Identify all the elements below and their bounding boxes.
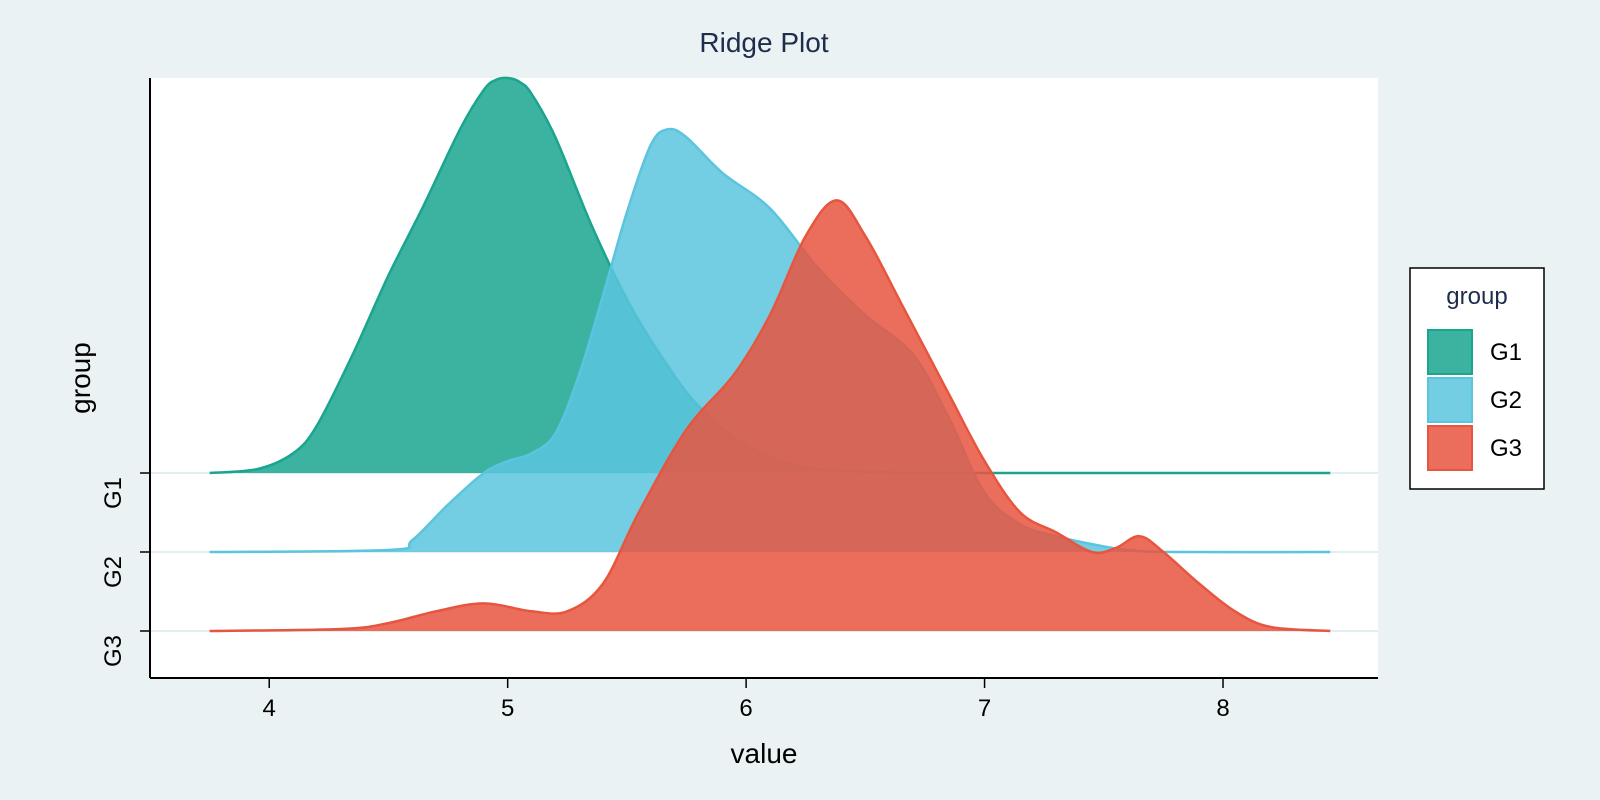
y-tick-label-g3: G3 [100, 635, 127, 667]
legend-label-g2: G2 [1490, 387, 1522, 414]
legend-items: G1 G2 G3 [1427, 329, 1522, 471]
legend: group G1 G2 G3 [1409, 267, 1545, 490]
legend-swatch-g1 [1427, 329, 1473, 375]
y-axis-ticks: G1 G2 G3 [100, 472, 150, 667]
legend-label-g1: G1 [1490, 339, 1522, 366]
x-axis-ticks: 4 5 6 7 8 [263, 678, 1230, 722]
x-tick-label: 7 [978, 695, 991, 722]
ridge-line-g3 [209, 199, 1331, 633]
x-tick-label: 8 [1216, 695, 1229, 722]
x-tick-label: 6 [739, 695, 752, 722]
ridge-area-g3 [209, 200, 1331, 631]
ridge-area-g1 [209, 77, 1331, 474]
legend-swatch-g3 [1427, 425, 1473, 471]
ridge-series [209, 76, 1331, 633]
x-tick-label: 4 [263, 695, 276, 722]
x-axis-label: value [731, 738, 798, 769]
legend-title: group [1446, 283, 1507, 310]
y-tick-label-g2: G2 [100, 556, 127, 588]
legend-label-g3: G3 [1490, 435, 1522, 462]
y-axis-label: group [65, 342, 96, 414]
legend-swatch-g2 [1427, 377, 1473, 423]
x-tick-label: 5 [501, 695, 514, 722]
y-tick-label-g1: G1 [100, 477, 127, 509]
chart-title: Ridge Plot [699, 27, 828, 58]
